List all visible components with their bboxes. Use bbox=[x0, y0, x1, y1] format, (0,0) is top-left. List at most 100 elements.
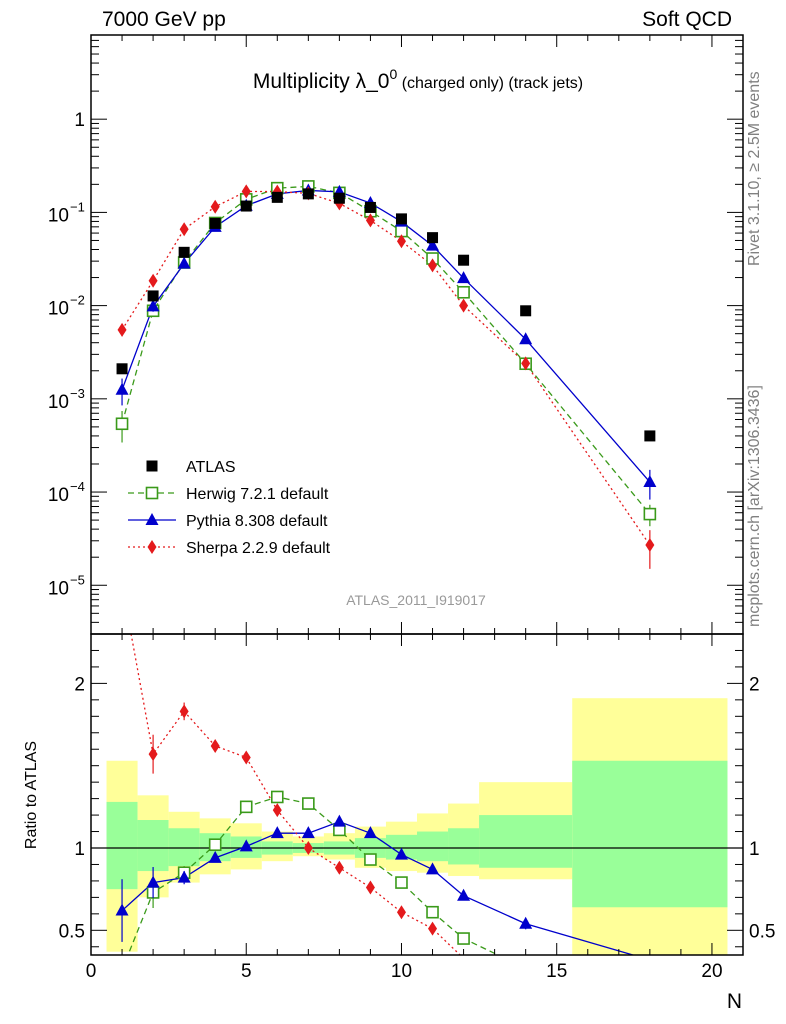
point-series-2-3 bbox=[210, 199, 220, 214]
y-tick-label-exp-1: −1 bbox=[70, 199, 85, 214]
ratio-point-series-1-2 bbox=[177, 870, 191, 883]
x-axis-label: N bbox=[727, 990, 742, 1013]
point-series-1-12 bbox=[519, 332, 533, 345]
ratio-point-series-0-11 bbox=[457, 932, 470, 945]
legend-label-3: Sherpa 2.2.9 default bbox=[186, 540, 331, 557]
point-series-1-2 bbox=[177, 256, 191, 269]
ratio-point-series-2-7 bbox=[334, 860, 344, 875]
y-tick-label-exp-2: −2 bbox=[70, 293, 85, 308]
ratio-point-series-2-8 bbox=[365, 880, 375, 895]
ratio-point-series-1-4 bbox=[239, 839, 253, 852]
y-tick-label-base-3: 10 bbox=[48, 392, 69, 413]
band-inner-12 bbox=[479, 815, 573, 868]
point-series-1-10 bbox=[426, 238, 440, 251]
series-markers bbox=[115, 180, 657, 945]
ratio-tick-label-right-1: 1 bbox=[749, 839, 760, 860]
ratio-point-series-0-3 bbox=[208, 838, 222, 852]
ratio-panel-frame bbox=[90, 633, 744, 956]
ratio-point-series-2-6 bbox=[303, 841, 313, 855]
plot-title-sub: (charged only) (track jets) bbox=[397, 75, 583, 92]
point-series-1-1 bbox=[146, 299, 160, 312]
ratio-point-series-2-2 bbox=[179, 704, 189, 719]
ratio-point-series-1-3 bbox=[208, 850, 222, 863]
ratio-point-series-0-8 bbox=[364, 853, 377, 866]
plot-title: Multiplicity λ_00 (charged only) (track … bbox=[253, 66, 583, 93]
point-series-1-11 bbox=[457, 271, 471, 284]
data-point-atlas-2 bbox=[178, 246, 190, 258]
band-inner-11 bbox=[448, 828, 480, 865]
ratio-tick-label-left-0: 2 bbox=[74, 674, 85, 695]
legend-marker-0 bbox=[146, 460, 158, 472]
watermark: ATLAS_2011_I919017 bbox=[346, 592, 486, 608]
ratio-point-series-1-7 bbox=[332, 814, 346, 827]
ratio-point-series-1-12 bbox=[519, 916, 533, 929]
data-point-atlas-10 bbox=[427, 232, 439, 244]
legend-marker-1 bbox=[145, 486, 159, 500]
point-series-2-2 bbox=[179, 222, 189, 237]
data-point-atlas-5 bbox=[271, 191, 283, 203]
point-series-1-13 bbox=[643, 475, 657, 488]
legend-label-0: ATLAS bbox=[186, 459, 236, 476]
ratio-point-series-0-10 bbox=[426, 905, 439, 919]
main-line-series-1 bbox=[121, 189, 651, 483]
y-tick-label-exp-3: −3 bbox=[70, 386, 85, 401]
y-tick-label-0: 1 bbox=[74, 110, 85, 131]
ratio-point-series-1-1 bbox=[146, 875, 160, 888]
x-tick-label-5: 5 bbox=[241, 961, 252, 982]
point-series-2-12 bbox=[521, 356, 531, 371]
data-point-atlas-9 bbox=[395, 213, 407, 225]
y-tick-label-base-4: 10 bbox=[48, 485, 69, 506]
data-point-atlas-4 bbox=[240, 200, 252, 212]
data-point-atlas-6 bbox=[302, 188, 314, 200]
data-point-atlas-3 bbox=[209, 217, 221, 229]
ratio-point-series-1-0 bbox=[115, 903, 129, 916]
y-tick-label-exp-5: −5 bbox=[70, 572, 85, 587]
data-point-atlas-13 bbox=[644, 430, 656, 442]
ratio-point-series-1-6 bbox=[301, 826, 315, 839]
point-series-2-10 bbox=[428, 258, 438, 273]
ratio-y-axis-label: Ratio to ATLAS bbox=[23, 741, 40, 849]
band-inner-1 bbox=[137, 820, 169, 872]
header-left: 7000 GeV pp bbox=[102, 8, 226, 31]
point-series-2-13 bbox=[645, 538, 655, 553]
ratio-point-series-0-5 bbox=[270, 790, 284, 804]
data-point-atlas-12 bbox=[520, 305, 532, 317]
plot-frames bbox=[90, 34, 744, 956]
band-inner-0 bbox=[106, 801, 138, 890]
data-point-atlas-11 bbox=[458, 254, 470, 266]
main-line-series-2 bbox=[121, 190, 651, 546]
ratio-point-series-1-11 bbox=[457, 888, 471, 901]
point-series-0-0 bbox=[115, 417, 129, 431]
data-point-atlas-1 bbox=[147, 290, 159, 302]
axis-ticks bbox=[90, 34, 744, 955]
ratio-point-series-1-5 bbox=[270, 826, 284, 839]
ratio-point-series-0-6 bbox=[302, 797, 315, 810]
point-series-2-4 bbox=[241, 184, 251, 199]
point-series-2-11 bbox=[459, 298, 469, 313]
ratio-uncertainty-bands bbox=[91, 698, 743, 955]
y-tick-label-base-2: 10 bbox=[48, 299, 69, 320]
legend-label-1: Herwig 7.2.1 default bbox=[186, 486, 329, 503]
legend-marker-2 bbox=[145, 513, 159, 525]
plot-title-sup: 0 bbox=[389, 66, 397, 82]
ratio-tick-label-left-1: 1 bbox=[74, 839, 85, 860]
band-inner-2 bbox=[168, 828, 200, 867]
x-tick-label-15: 15 bbox=[546, 961, 567, 982]
legend-label-2: Pythia 8.308 default bbox=[186, 513, 328, 530]
y-tick-label-exp-4: −4 bbox=[70, 479, 85, 494]
y-tick-label-base-5: 10 bbox=[48, 578, 69, 599]
ratio-point-series-2-3 bbox=[210, 738, 220, 753]
header-right: Soft QCD bbox=[642, 8, 732, 31]
legend-marker-3 bbox=[147, 540, 157, 554]
ratio-point-series-2-9 bbox=[396, 905, 406, 920]
ratio-tick-label-right-0: 2 bbox=[749, 674, 760, 695]
ratio-point-series-1-9 bbox=[394, 847, 408, 860]
plot-title-main: Multiplicity λ_0 bbox=[253, 70, 390, 93]
point-series-1-0 bbox=[115, 382, 129, 395]
band-inner-10 bbox=[417, 831, 449, 862]
point-series-0-11 bbox=[457, 285, 470, 299]
point-series-2-1 bbox=[148, 273, 158, 288]
data-point-atlas-7 bbox=[333, 192, 345, 204]
